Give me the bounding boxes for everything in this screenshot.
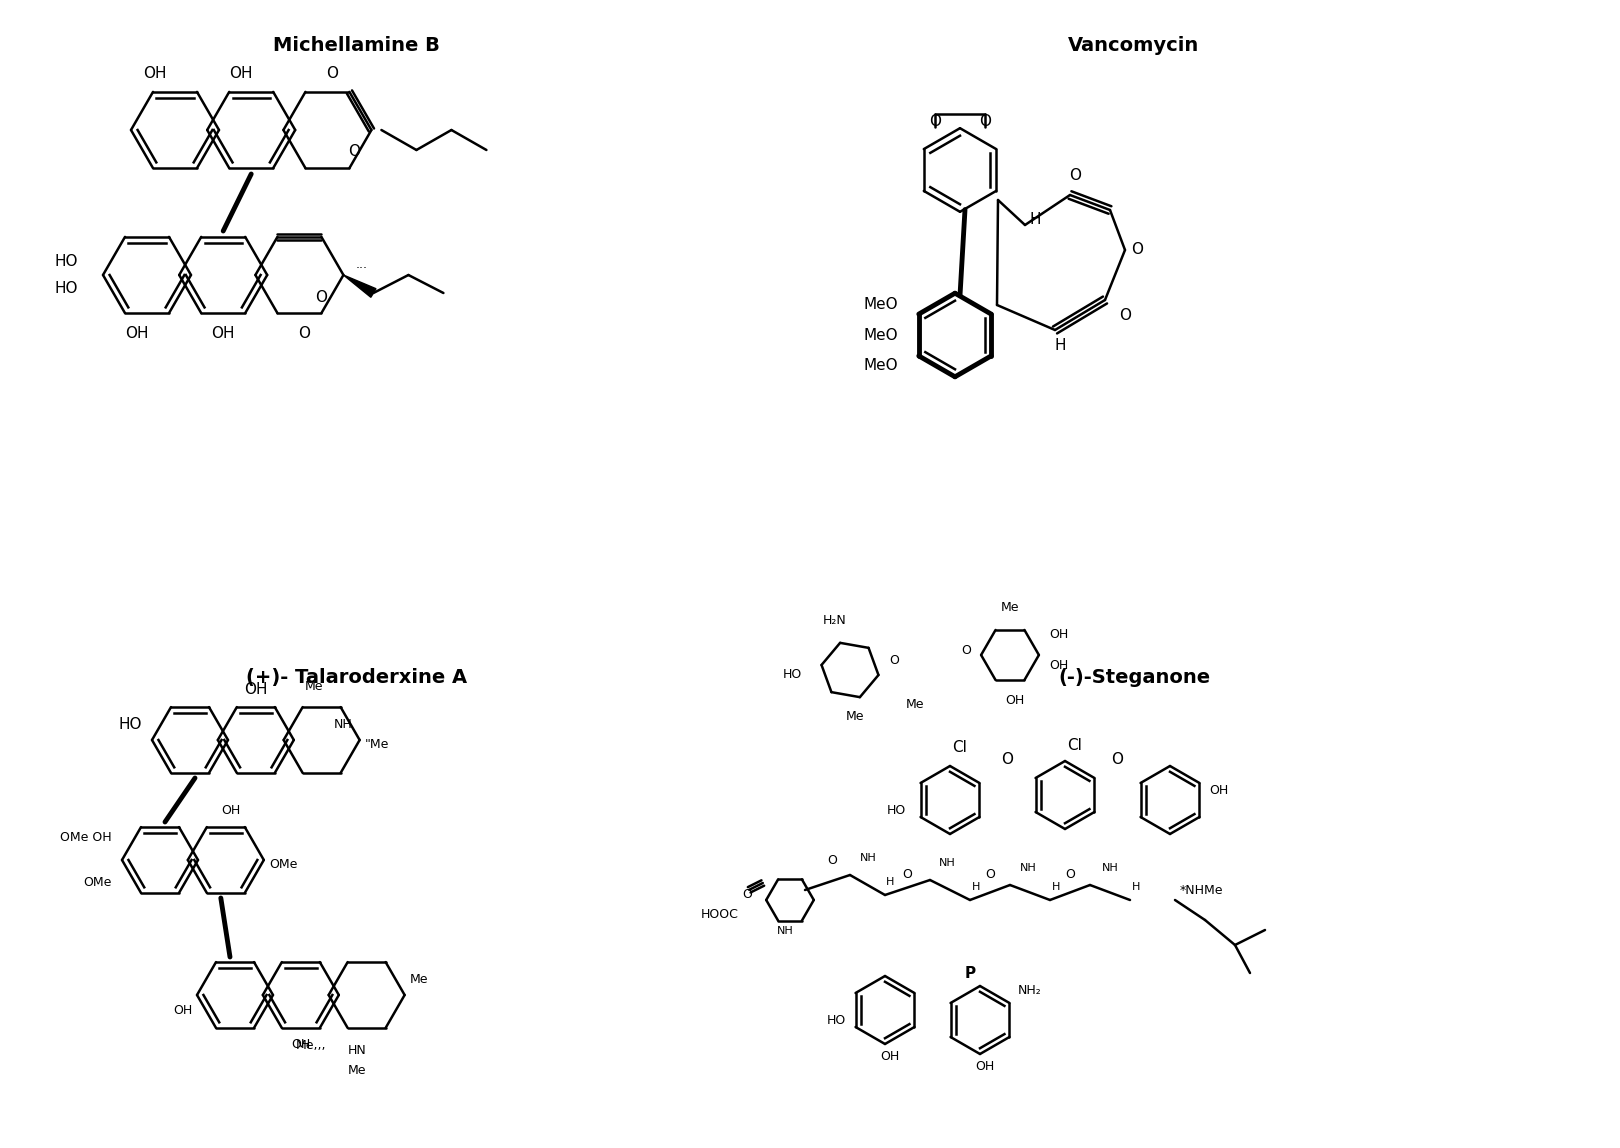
Text: O: O [828, 853, 838, 867]
Text: OMe: OMe [269, 859, 296, 871]
Text: O: O [1119, 308, 1131, 323]
Text: NH: NH [776, 925, 794, 936]
Text: NH: NH [1019, 863, 1037, 872]
Text: (-)-Steganone: (-)-Steganone [1058, 668, 1210, 687]
Text: OH: OH [245, 683, 267, 698]
Text: OH: OH [1006, 695, 1024, 707]
Text: HOOC: HOOC [701, 908, 739, 922]
Text: O: O [889, 653, 899, 667]
Text: OH: OH [880, 1049, 899, 1063]
Text: "Me: "Me [364, 738, 389, 752]
Text: HO: HO [55, 281, 78, 296]
Text: HO: HO [118, 718, 143, 732]
Text: H: H [1132, 882, 1140, 892]
Text: O: O [978, 114, 991, 129]
Text: HO: HO [826, 1014, 846, 1026]
Text: Vancomycin: Vancomycin [1068, 37, 1200, 55]
Text: H: H [1029, 212, 1040, 227]
Text: OH: OH [212, 326, 235, 341]
Text: MeO: MeO [863, 358, 897, 373]
Text: ...: ... [355, 258, 368, 271]
Text: HO: HO [782, 668, 802, 682]
Text: O: O [1001, 752, 1012, 768]
Text: O: O [298, 326, 311, 341]
Text: OMe OH: OMe OH [60, 831, 112, 844]
Text: O: O [928, 114, 941, 129]
Text: OH: OH [975, 1060, 995, 1072]
Text: OH: OH [173, 1003, 193, 1017]
Text: OH: OH [230, 67, 253, 82]
Text: NH: NH [860, 853, 876, 863]
Text: MeO: MeO [863, 327, 897, 342]
Text: O: O [742, 889, 753, 901]
Text: H: H [1055, 338, 1066, 352]
Text: OMe: OMe [84, 876, 112, 890]
Text: O: O [985, 868, 995, 881]
Text: O: O [1111, 752, 1123, 768]
Text: NH: NH [334, 719, 353, 731]
Text: *NHMe: *NHMe [1179, 884, 1223, 897]
Text: O: O [902, 868, 912, 881]
Text: OH: OH [1209, 783, 1228, 797]
Text: O: O [316, 289, 327, 304]
Text: Me: Me [906, 698, 925, 712]
Text: Me: Me [1001, 600, 1019, 614]
Text: MeO: MeO [863, 296, 897, 312]
Text: NH₂: NH₂ [1017, 984, 1042, 996]
Text: HN: HN [347, 1045, 366, 1057]
Text: Michellamine B: Michellamine B [272, 37, 441, 55]
Polygon shape [343, 276, 376, 297]
Text: H₂N: H₂N [823, 614, 847, 628]
Text: O: O [1131, 242, 1144, 257]
Text: OH: OH [125, 326, 149, 341]
Text: Me,,,: Me,,, [296, 1039, 327, 1052]
Text: OH: OH [1050, 659, 1068, 672]
Text: O: O [348, 145, 360, 160]
Text: Cl: Cl [1068, 737, 1082, 752]
Text: O: O [1069, 168, 1081, 183]
Text: NH: NH [938, 858, 956, 868]
Text: Me: Me [347, 1064, 366, 1078]
Text: H: H [972, 882, 980, 892]
Text: (+)- Talaroderxine A: (+)- Talaroderxine A [246, 668, 467, 687]
Text: H: H [886, 877, 894, 887]
Text: OH: OH [222, 804, 240, 816]
Text: Me: Me [305, 681, 322, 693]
Text: NH: NH [1102, 863, 1118, 872]
Text: H: H [1051, 882, 1059, 892]
Text: HO: HO [55, 255, 78, 270]
Text: OH: OH [292, 1039, 311, 1052]
Text: HO: HO [886, 804, 906, 816]
Text: Me: Me [846, 709, 863, 722]
Text: P: P [964, 967, 975, 982]
Text: OH: OH [1050, 628, 1068, 641]
Text: Cl: Cl [953, 740, 967, 755]
Text: O: O [326, 67, 339, 82]
Text: Me: Me [410, 974, 428, 986]
Text: O: O [961, 644, 970, 657]
Text: OH: OH [143, 67, 167, 82]
Text: O: O [1064, 868, 1076, 881]
